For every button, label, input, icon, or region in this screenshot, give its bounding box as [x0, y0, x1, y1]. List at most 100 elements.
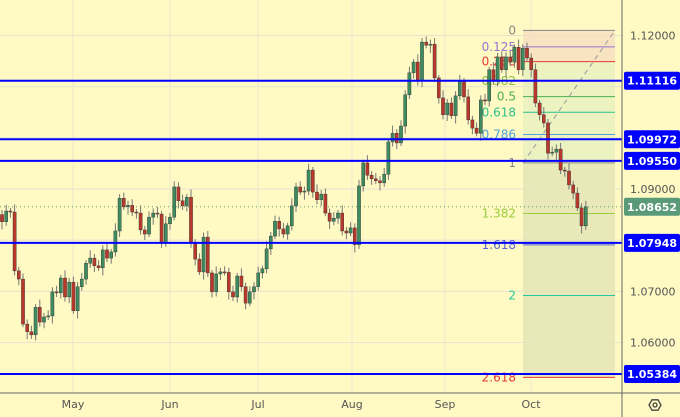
candle-down — [432, 43, 437, 79]
candle-up — [151, 212, 156, 218]
candle-up — [201, 236, 206, 273]
candle-down — [222, 271, 227, 274]
candle-up — [100, 249, 105, 269]
candle-down — [424, 41, 429, 46]
candle-up — [521, 48, 525, 70]
fib-level-label: 2.618 — [482, 370, 516, 384]
candle-up — [361, 162, 366, 187]
candle-down — [374, 178, 378, 182]
candle-down — [142, 229, 147, 235]
candle-up — [84, 263, 88, 280]
price-level-tag — [624, 71, 680, 90]
price-level-tag-text: 1.09972 — [627, 133, 677, 146]
candle-down — [441, 97, 445, 115]
candle-up — [294, 186, 298, 207]
candle-up — [382, 173, 387, 184]
candle-down — [323, 193, 328, 214]
candle-up — [487, 69, 492, 102]
candle-down — [575, 192, 580, 209]
candle-down — [239, 275, 244, 287]
candle-up — [147, 216, 151, 235]
candle-up — [302, 190, 307, 193]
candle-up — [504, 56, 508, 70]
candle-up — [126, 205, 130, 208]
candle-down — [563, 169, 567, 172]
candle-up — [407, 72, 412, 96]
candle-down — [571, 184, 575, 194]
candle-down — [395, 133, 399, 144]
fib-zone-extension — [523, 162, 615, 378]
candle-up — [420, 41, 424, 82]
candle-up — [218, 271, 223, 275]
candle-down — [542, 114, 546, 124]
candle-down — [546, 122, 550, 154]
candle-up — [4, 210, 8, 222]
candle-down — [449, 102, 454, 117]
candle-down — [243, 286, 248, 304]
candle-down — [483, 99, 487, 102]
candle-down — [516, 47, 521, 70]
fib-level-label: 0.786 — [482, 128, 516, 142]
fib-level-label: 0.5 — [497, 90, 516, 104]
candle-up — [453, 95, 458, 117]
price-level-tag-text: 1.09550 — [627, 155, 677, 168]
candle-up — [59, 277, 63, 294]
candle-up — [117, 198, 122, 232]
candle-down — [12, 211, 17, 272]
candle-up — [46, 315, 50, 318]
candle-up — [458, 80, 462, 97]
candle-up — [273, 221, 277, 237]
candle-down — [525, 48, 529, 59]
candle-down — [369, 174, 374, 179]
price-level-tag — [624, 233, 680, 252]
candle-up — [550, 151, 554, 154]
candle-up — [512, 47, 517, 63]
candle-down — [205, 236, 210, 274]
candle-up — [42, 316, 46, 323]
candle-down — [197, 258, 202, 273]
candle-up — [88, 257, 92, 264]
candle-down — [491, 69, 496, 81]
current-price-tag — [624, 197, 680, 216]
candle-up — [411, 61, 416, 74]
candle-down — [579, 207, 584, 227]
price-tick-label: 1.07000 — [630, 285, 676, 298]
candle-down — [365, 162, 370, 176]
time-tick-label: Jun — [160, 398, 178, 411]
candle-up — [50, 291, 55, 317]
candle-down — [96, 265, 101, 269]
candle-up — [336, 212, 340, 219]
price-level-tag — [624, 151, 680, 170]
candle-down — [38, 307, 42, 323]
candle-up — [260, 268, 265, 274]
candle-up — [109, 251, 113, 259]
candle-up — [290, 205, 294, 227]
candle-down — [533, 69, 538, 104]
candle-up — [390, 133, 395, 143]
current-price-tag-text: 1.08652 — [627, 201, 677, 214]
candle-up — [445, 102, 450, 115]
fib-level-label: 0.125 — [482, 40, 516, 54]
candle-down — [281, 228, 286, 235]
candle-down — [558, 148, 563, 171]
candle-up — [386, 141, 391, 175]
candle-up — [479, 99, 483, 134]
settings-hexagon-icon[interactable] — [648, 399, 662, 411]
candle-down — [121, 198, 126, 208]
time-tick-label: Sep — [435, 398, 456, 411]
candle-down — [210, 272, 214, 293]
price-tick-label: 1.09000 — [630, 183, 676, 196]
candle-down — [105, 249, 109, 259]
time-tick-label: May — [62, 398, 85, 411]
time-tick-label: Oct — [521, 398, 541, 411]
candle-down — [462, 80, 466, 98]
candle-down — [29, 331, 34, 336]
price-tick-label: 1.12000 — [630, 29, 676, 42]
time-tick-label: Jul — [250, 398, 264, 411]
candle-up — [319, 193, 324, 200]
candle-down — [500, 56, 504, 70]
candle-down — [466, 96, 471, 121]
price-level-tag — [624, 130, 680, 149]
candle-up — [584, 206, 588, 227]
